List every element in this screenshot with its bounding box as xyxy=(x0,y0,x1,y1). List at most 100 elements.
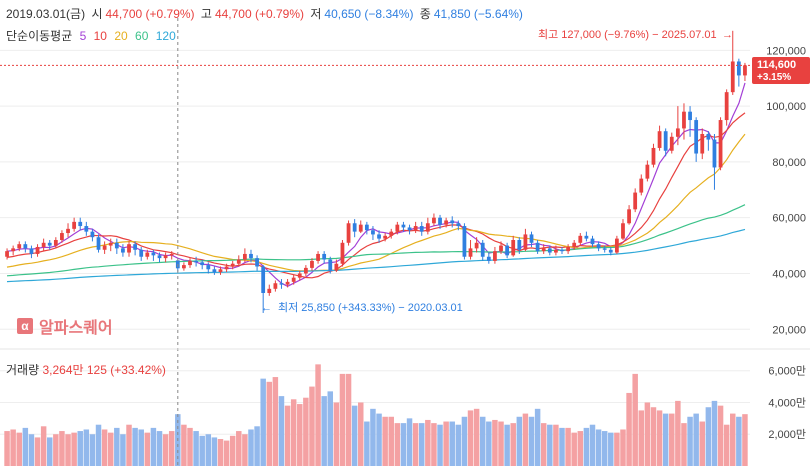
volume-bar xyxy=(358,402,364,466)
candle-body xyxy=(188,260,192,266)
candle-body xyxy=(389,231,394,236)
volume-bar xyxy=(742,414,748,466)
candle-body xyxy=(395,224,400,232)
volume-bar xyxy=(504,424,510,466)
candle-body xyxy=(743,65,747,76)
volume-bar xyxy=(199,435,205,466)
candle-body xyxy=(425,223,430,232)
volume-bar xyxy=(254,426,260,466)
ma-legend-5[interactable]: 5 xyxy=(79,29,87,43)
volume-bar xyxy=(333,402,340,466)
volume-bar xyxy=(479,416,486,466)
volume-bar xyxy=(193,431,199,466)
volume-bar xyxy=(449,421,455,466)
candle-body xyxy=(718,120,723,168)
volume-bar xyxy=(187,427,193,466)
candle-body xyxy=(139,249,144,257)
candle-body xyxy=(419,226,424,232)
candle-body xyxy=(340,242,345,264)
volume-bar xyxy=(120,434,126,466)
volume-bar xyxy=(144,432,151,466)
candle-body xyxy=(401,224,406,228)
candle-body xyxy=(102,245,107,250)
candle-body xyxy=(614,238,619,253)
candle-body xyxy=(407,227,412,231)
volume-tick-label: 4,000만 xyxy=(768,396,806,409)
volume-bar xyxy=(565,427,571,466)
candle-body xyxy=(578,235,583,243)
candle-body xyxy=(230,263,235,267)
volume-bar xyxy=(626,392,632,466)
volume-bar xyxy=(571,432,577,466)
candle-body xyxy=(163,255,168,259)
volume-bar xyxy=(601,431,608,466)
candle-body xyxy=(267,288,272,293)
ma-legend-10[interactable]: 10 xyxy=(93,29,107,43)
candle-body xyxy=(602,248,607,250)
candle-body xyxy=(541,248,546,252)
candle-body xyxy=(560,249,564,252)
candle-body xyxy=(547,248,552,253)
candle-body xyxy=(572,242,577,247)
high-label: 고 xyxy=(200,7,212,21)
volume-tick-label: 6,000만 xyxy=(768,365,806,378)
volume-bar xyxy=(101,429,108,466)
candle-body xyxy=(322,253,327,260)
volume-bar xyxy=(730,413,736,466)
ma-legend-120[interactable]: 120 xyxy=(155,29,176,43)
volume-bar xyxy=(83,429,90,466)
candle-body xyxy=(41,242,46,247)
high-annotation-text: 최고 127,000 (−9.76%) − 2025.07.01 xyxy=(538,28,717,41)
ma-legend-20[interactable]: 20 xyxy=(114,29,128,43)
candle-body xyxy=(566,246,570,252)
ma-legend[interactable]: 단순이동평균 5 10 20 60 120 xyxy=(6,27,180,44)
high-value: 44,700 (+0.79%) xyxy=(214,7,304,21)
volume-bar xyxy=(260,378,266,466)
volume-bar xyxy=(89,434,96,466)
candle-body xyxy=(584,235,589,239)
volume-bar xyxy=(388,416,394,466)
low-arrow-icon: ← xyxy=(261,302,272,314)
ma-line-120 xyxy=(6,228,746,283)
candle-body xyxy=(499,245,503,252)
volume-bar xyxy=(34,437,41,466)
volume-bar xyxy=(662,413,669,466)
volume-bar xyxy=(382,416,388,466)
volume-bars xyxy=(4,364,748,466)
volume-bar xyxy=(425,419,431,466)
candle-body xyxy=(151,252,156,256)
volume-bar xyxy=(303,397,309,466)
volume-label: 거래량 xyxy=(6,363,40,377)
volume-bar xyxy=(595,429,602,466)
open-value: 44,700 (+0.79%) xyxy=(105,7,195,21)
candle-body xyxy=(688,111,692,121)
candle-body xyxy=(279,283,284,285)
volume-bar xyxy=(364,421,370,466)
candle-body xyxy=(493,251,497,261)
candle-body xyxy=(242,253,247,260)
volume-bar xyxy=(59,431,65,466)
volume-bar xyxy=(339,373,346,466)
candle-body xyxy=(5,251,9,257)
volume-bar xyxy=(28,434,35,466)
close-value: 41,850 (−5.64%) xyxy=(433,7,523,21)
volume-bar xyxy=(705,407,712,466)
candle-body xyxy=(108,242,113,246)
volume-bar xyxy=(229,435,236,466)
candle-body xyxy=(157,255,162,259)
volume-bar xyxy=(22,427,29,466)
candle-body xyxy=(249,253,253,259)
volume-bar xyxy=(394,423,401,466)
candle-body xyxy=(133,244,138,250)
candle-body xyxy=(505,245,510,256)
candle-body xyxy=(47,242,52,246)
candle-body xyxy=(194,260,198,263)
volume-bar xyxy=(467,410,474,466)
volume-bar xyxy=(351,405,358,466)
candle-body xyxy=(17,244,22,249)
ma-legend-60[interactable]: 60 xyxy=(135,29,149,43)
candle-body xyxy=(255,258,259,267)
volume-bar xyxy=(65,434,71,466)
volume-bar xyxy=(632,373,638,466)
